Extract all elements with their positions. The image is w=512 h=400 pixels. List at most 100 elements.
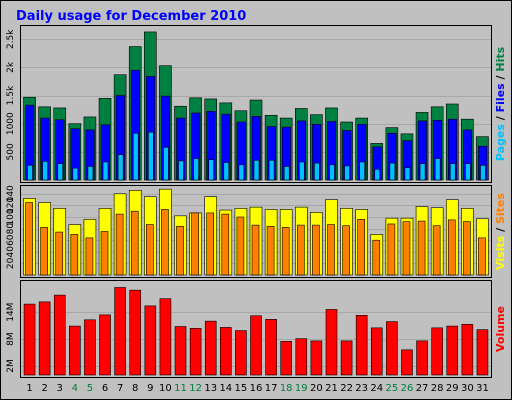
bar-volume (159, 298, 172, 376)
y-tick-label: 1000 (6, 112, 16, 135)
y-tick-label: 2M (6, 359, 16, 373)
series-label-part: Sites (494, 193, 507, 224)
x-tick-label: 16 (250, 383, 263, 394)
bar-volume (370, 327, 383, 376)
series-label-part: / (494, 224, 507, 236)
bar-volume (416, 340, 428, 376)
bar-pages (465, 163, 471, 181)
bar-volume (476, 329, 489, 376)
x-tick-label: 28 (431, 383, 444, 394)
panel-1: 500 1000 1.5k 2k 2.5k Pages / Files / Hits (6, 25, 507, 183)
bar-sites (432, 225, 441, 276)
x-tick-label: 15 (235, 383, 248, 394)
bar-pages (253, 159, 260, 181)
x-tick-label: 10 (159, 383, 172, 394)
bar-volume (461, 323, 474, 376)
bar-volume (310, 340, 323, 376)
bar-pages (102, 161, 109, 181)
bar-volume (446, 325, 459, 376)
bar-volume (204, 320, 217, 376)
bar-pages (283, 166, 290, 181)
x-tick-label: 13 (204, 383, 217, 394)
bar-pages (449, 163, 456, 181)
bar-sites (266, 225, 275, 276)
bar-pages (404, 167, 411, 181)
series-sites (25, 202, 486, 276)
bar-pages (57, 163, 64, 181)
series-label-part: Volume (494, 306, 507, 352)
x-tick-label: 20 (310, 383, 323, 394)
bar-pages (329, 164, 335, 181)
bar-volume (129, 289, 142, 376)
bar-sites (100, 231, 109, 276)
bar-sites (176, 225, 184, 276)
bar-volume (250, 315, 262, 376)
x-tick-label: 31 (476, 383, 489, 394)
x-tick-label: 3 (57, 383, 63, 394)
bar-pages (72, 167, 79, 181)
bar-pages (298, 161, 305, 181)
bar-volume (431, 327, 443, 376)
bar-pages (132, 132, 139, 181)
series-label-part: Files (494, 83, 507, 113)
series-label-part: / (494, 72, 507, 84)
bar-volume (69, 325, 81, 376)
x-tick-label: 27 (416, 383, 429, 394)
series-pages (27, 131, 486, 181)
bar-sites (221, 213, 230, 276)
x-tick-label: 8 (132, 383, 138, 394)
bar-pages (178, 160, 184, 181)
x-tick-label: 2 (41, 383, 47, 394)
bar-sites (447, 219, 456, 276)
bar-pages (208, 159, 215, 181)
bar-sites (236, 216, 245, 276)
x-tick-label: 21 (325, 383, 338, 394)
series-label-part: Visits (494, 235, 507, 270)
x-tick-label: 12 (189, 383, 202, 394)
bar-pages (87, 166, 94, 181)
bar-sites (191, 212, 199, 276)
x-tick-label: 1 (26, 383, 32, 394)
bar-volume (189, 328, 202, 376)
bar-sites (206, 212, 215, 276)
bar-pages (238, 164, 245, 181)
bar-volume (99, 314, 111, 376)
series-label: Volume (494, 306, 507, 352)
x-tick-label: 29 (446, 383, 459, 394)
bar-sites (55, 231, 64, 276)
bar-sites (85, 237, 94, 276)
bar-volume (325, 309, 338, 376)
bar-pages (27, 165, 33, 181)
bar-sites (296, 224, 305, 276)
bar-volume (174, 326, 187, 376)
y-tick-label: 14M (6, 303, 16, 322)
bar-volume (355, 315, 368, 376)
bar-volume (295, 338, 308, 376)
bar-sites (40, 227, 48, 276)
x-tick-label: 17 (265, 383, 278, 394)
bar-sites (130, 210, 139, 276)
y-tick-label: 100 (6, 208, 16, 225)
bar-pages (480, 165, 486, 181)
bar-volume (386, 321, 398, 376)
bar-pages (434, 158, 441, 181)
bar-pages (374, 169, 381, 181)
y-tick-label: 2k (6, 61, 16, 73)
x-tick-label: 22 (340, 383, 353, 394)
bar-pages (163, 147, 169, 181)
bar-volume (220, 327, 232, 376)
bar-sites (387, 223, 396, 276)
series-label-part: Hits (494, 46, 507, 71)
chart-title: Daily usage for December 2010 (16, 9, 246, 24)
y-tick-label: 80 (6, 223, 16, 235)
bar-sites (25, 202, 33, 276)
x-tick-label: 23 (355, 383, 368, 394)
bar-sites (281, 227, 290, 276)
bar-sites (372, 239, 381, 276)
bar-volume (144, 305, 157, 376)
panel-3: 2M 8M 14M Volume (6, 280, 507, 378)
bar-volume (265, 319, 277, 376)
x-tick-label: 14 (219, 383, 232, 394)
